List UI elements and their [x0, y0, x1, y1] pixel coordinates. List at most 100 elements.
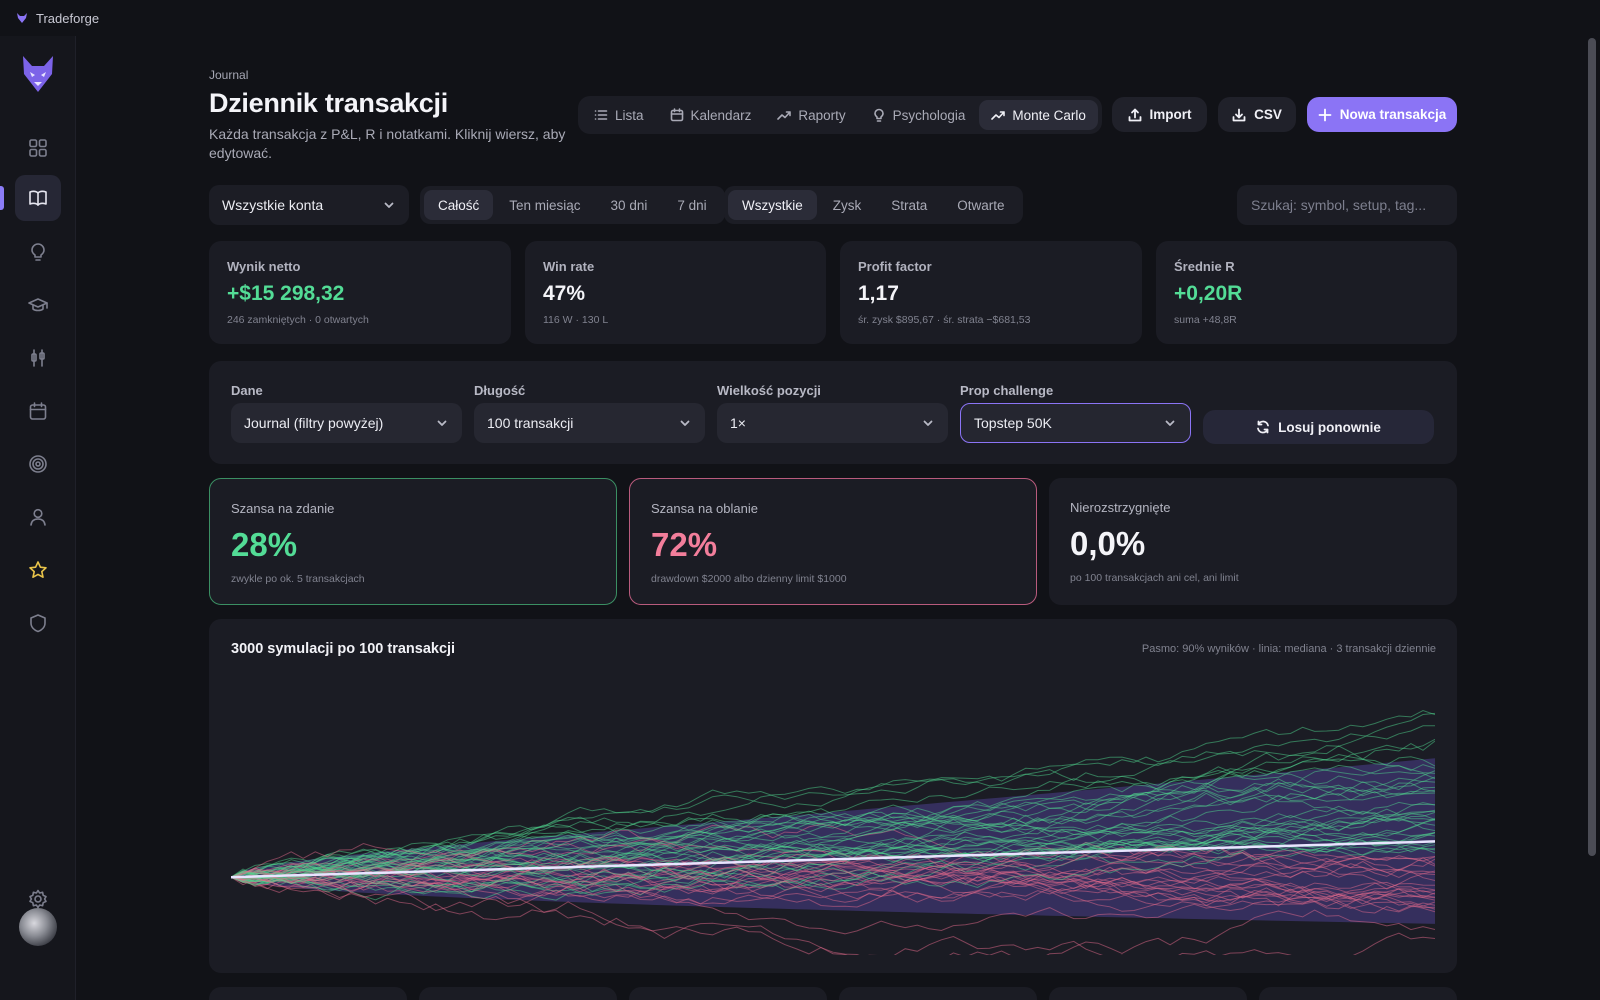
- bottom-card: [839, 987, 1037, 1000]
- chevron-down-icon: [1165, 420, 1175, 426]
- sidebar-item-goals[interactable]: [15, 441, 61, 487]
- page-title: Dziennik transakcji: [209, 88, 448, 118]
- simulation-path: [231, 827, 1435, 882]
- outcome-option-profit[interactable]: Zysk: [832, 197, 862, 213]
- search-input[interactable]: [1237, 185, 1457, 225]
- simulation-path: [231, 765, 1435, 880]
- prop-challenge-select[interactable]: Topstep 50K: [960, 403, 1191, 443]
- stat-subtext: śr. zysk $895,67 · śr. strata −$681,53: [858, 314, 1031, 326]
- period-filter: Całość Ten miesiąc 30 dni 7 dni: [420, 186, 725, 224]
- stat-label: Win rate: [543, 259, 595, 274]
- grid-icon: [29, 139, 47, 157]
- avatar[interactable]: [19, 908, 57, 946]
- outcome-option-all[interactable]: Wszystkie: [728, 190, 817, 220]
- prop-challenge-label: Prop challenge: [960, 383, 1054, 398]
- data-source-select[interactable]: Journal (filtry powyżej): [231, 403, 462, 443]
- simulation-config-panel: Dane Journal (filtry powyżej) Długość 10…: [209, 361, 1457, 464]
- sidebar-item-insights[interactable]: [15, 229, 61, 275]
- simulation-path: [231, 860, 1435, 900]
- simulation-path: [231, 864, 1435, 907]
- tab-label: Kalendarz: [690, 107, 752, 123]
- shield-icon: [30, 614, 46, 633]
- stat-card-average-r: Średnie R +0,20R suma +48,8R: [1156, 241, 1457, 344]
- sidebar-item-security[interactable]: [15, 600, 61, 646]
- tab-kalendarz[interactable]: Kalendarz: [658, 100, 764, 130]
- target-icon: [29, 455, 47, 473]
- page-description: Każda transakcja z P&L, R i notatkami. K…: [209, 126, 566, 161]
- tab-label: Psychologia: [892, 107, 966, 123]
- chart-title: 3000 symulacji po 100 transakcji: [231, 641, 456, 657]
- simulation-path: [231, 842, 1435, 914]
- bottom-card: [1259, 987, 1457, 1000]
- trend-icon: [991, 111, 1006, 120]
- stat-value: 1,17: [858, 282, 899, 305]
- import-button[interactable]: Import: [1112, 97, 1207, 132]
- stat-label: Średnie R: [1174, 259, 1235, 274]
- plus-icon: [1318, 108, 1332, 121]
- sidebar-item-profile[interactable]: [15, 494, 61, 540]
- period-option-7d[interactable]: 7 dni: [677, 197, 707, 213]
- outcome-subtext: drawdown $2000 albo dzienny limit $1000: [651, 573, 847, 585]
- account-select[interactable]: Wszystkie konta: [209, 185, 409, 225]
- outcome-label: Szansa na zdanie: [231, 501, 335, 516]
- new-trade-button[interactable]: Nowa transakcja: [1307, 97, 1457, 132]
- lightbulb-icon: [31, 243, 45, 261]
- chevron-down-icon: [437, 420, 447, 426]
- outcome-option-open[interactable]: Otwarte: [957, 197, 1005, 213]
- sidebar-item-dashboard[interactable]: [15, 125, 61, 171]
- reroll-button[interactable]: Losuj ponownie: [1203, 410, 1434, 444]
- tab-monte-carlo[interactable]: Monte Carlo: [979, 100, 1098, 130]
- period-option-30d[interactable]: 30 dni: [610, 197, 648, 213]
- outcome-label: Szansa na oblanie: [651, 501, 758, 516]
- fail-chance-card: Szansa na oblanie 72% drawdown $2000 alb…: [629, 478, 1037, 605]
- outcome-subtext: zwykle po ok. 5 transakcjach: [231, 573, 365, 585]
- simulation-path: [231, 764, 1435, 886]
- length-select[interactable]: 100 transakcji: [474, 403, 705, 443]
- outcome-option-loss[interactable]: Strata: [891, 197, 928, 213]
- simulation-path: [231, 865, 1435, 905]
- scrollbar[interactable]: [1588, 38, 1596, 856]
- simulation-path: [231, 781, 1435, 878]
- stat-card-win-rate: Win rate 47% 116 W · 130 L: [525, 241, 826, 344]
- outcome-subtext: po 100 transakcjach ani cel, ani limit: [1070, 572, 1239, 584]
- sidebar-item-favorites[interactable]: [15, 547, 61, 593]
- chevron-down-icon: [680, 420, 690, 426]
- settings-button[interactable]: [15, 876, 61, 922]
- simulation-path: [231, 867, 1435, 912]
- position-size-select[interactable]: 1×: [717, 403, 948, 443]
- simulation-path: [231, 782, 1435, 879]
- bottom-card: [209, 987, 407, 1000]
- simulation-path: [231, 780, 1435, 883]
- refresh-icon: [1257, 420, 1270, 434]
- calendar-icon: [29, 402, 47, 420]
- sidebar-item-learning[interactable]: [15, 282, 61, 328]
- stat-label: Profit factor: [858, 259, 932, 274]
- user-icon: [30, 508, 46, 526]
- tab-lista[interactable]: Lista: [582, 100, 656, 130]
- outcome-value: 72%: [651, 526, 718, 563]
- median-line: [231, 840, 1435, 879]
- view-tabs: Lista Kalendarz Raporty Psychologia Mont…: [578, 96, 1102, 134]
- simulation-path: [231, 858, 1435, 900]
- period-option-all[interactable]: Całość: [424, 190, 494, 220]
- sidebar-item-strategies[interactable]: [15, 335, 61, 381]
- outcome-value: 0,0%: [1070, 525, 1146, 562]
- tab-label: Raporty: [798, 107, 846, 123]
- breadcrumb[interactable]: Journal: [209, 68, 249, 82]
- outcome-label: Nierozstrzygnięte: [1070, 500, 1171, 515]
- tab-raporty[interactable]: Raporty: [765, 100, 857, 130]
- fox-logo-icon[interactable]: [20, 54, 56, 94]
- simulation-path: [231, 814, 1435, 881]
- sidebar-item-calendar[interactable]: [15, 388, 61, 434]
- stat-card-profit-factor: Profit factor 1,17 śr. zysk $895,67 · śr…: [840, 241, 1142, 344]
- period-option-month[interactable]: Ten miesiąc: [509, 197, 581, 213]
- monte-carlo-chart-card: 3000 symulacji po 100 transakcji Pasmo: …: [209, 619, 1457, 973]
- candlestick-icon: [31, 349, 45, 367]
- simulation-path: [231, 863, 1435, 955]
- simulation-path: [231, 831, 1435, 881]
- csv-button[interactable]: CSV: [1218, 97, 1296, 132]
- sidebar-item-journal[interactable]: [15, 175, 61, 221]
- upload-icon: [1128, 108, 1141, 121]
- list-icon: [594, 110, 608, 120]
- tab-psychologia[interactable]: Psychologia: [860, 100, 978, 130]
